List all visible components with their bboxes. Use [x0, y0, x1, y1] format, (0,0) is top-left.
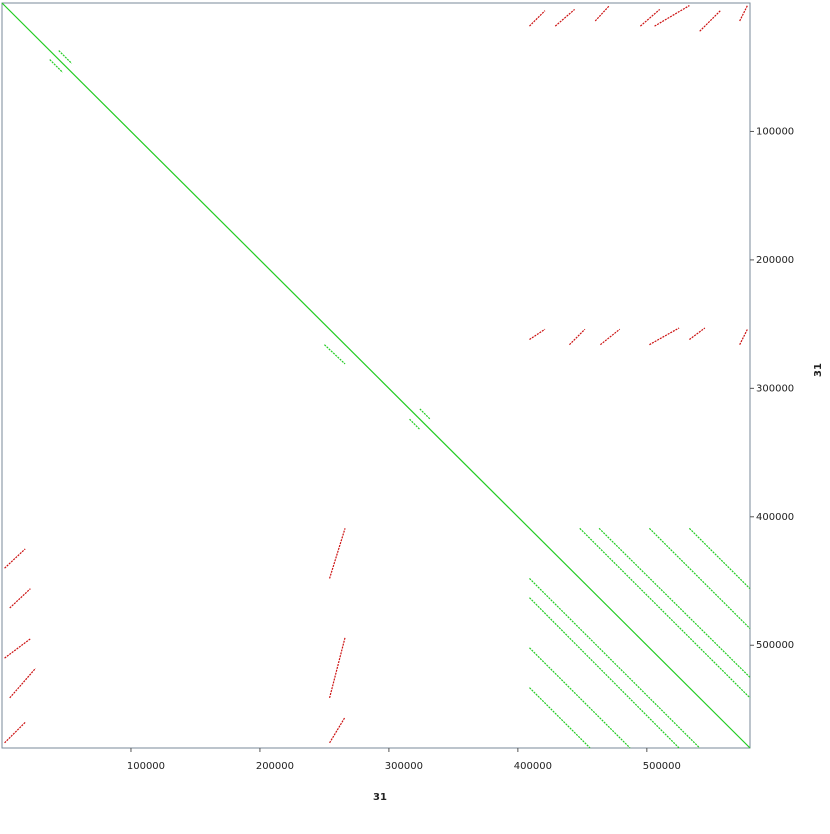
alignment-segment [529, 578, 701, 749]
x-tick-label: 100000 [127, 761, 165, 772]
alignment-segment [569, 328, 586, 346]
alignment-segment [409, 418, 421, 430]
alignment-segment [4, 721, 26, 744]
x-tick-label: 500000 [643, 761, 681, 772]
alignment-segment [739, 5, 748, 22]
y-tick-label: 400000 [756, 512, 794, 523]
alignment-segment [649, 327, 680, 346]
alignment-segment [579, 527, 751, 699]
alignment-segment [598, 527, 751, 678]
alignment-segment [648, 527, 751, 629]
alignment-segment [9, 667, 36, 699]
alignment-segment [529, 647, 631, 749]
alignment-segment [529, 687, 591, 749]
alignment-segment [654, 5, 690, 27]
alignment-segment [529, 10, 546, 27]
alignment-segment [1, 2, 751, 749]
y-tick-label: 200000 [756, 255, 794, 266]
x-tick-label: 200000 [256, 761, 294, 772]
alignment-segment [4, 638, 31, 659]
x-tick-label: 300000 [385, 761, 423, 772]
y-axis-label: 31 [813, 363, 824, 377]
alignment-segment [324, 344, 346, 365]
x-axis-label: 31 [373, 792, 387, 803]
alignment-segment [689, 327, 706, 341]
alignment-segment [328, 637, 346, 699]
alignment-segment [594, 5, 610, 22]
alignment-segment [329, 716, 346, 744]
alignment-segment [9, 588, 31, 609]
alignment-segment [49, 59, 64, 73]
alignment-segment [529, 328, 546, 341]
alignment-segment [4, 548, 26, 569]
alignment-segment [328, 528, 346, 579]
alignment-segment [639, 8, 661, 27]
y-tick-label: 500000 [756, 640, 794, 651]
alignment-segment [739, 328, 748, 345]
alignment-segment [688, 527, 751, 590]
x-tick-label: 400000 [514, 761, 552, 772]
y-tick-label: 100000 [756, 126, 794, 137]
y-tick-label: 300000 [756, 383, 794, 394]
alignment-segment [554, 8, 575, 27]
plot-frame [1, 2, 751, 749]
alignment-segment [58, 50, 73, 64]
alignment-segment [529, 597, 680, 749]
alignment-segment [699, 10, 721, 32]
alignment-segment [600, 328, 621, 346]
alignment-segment [419, 408, 431, 420]
